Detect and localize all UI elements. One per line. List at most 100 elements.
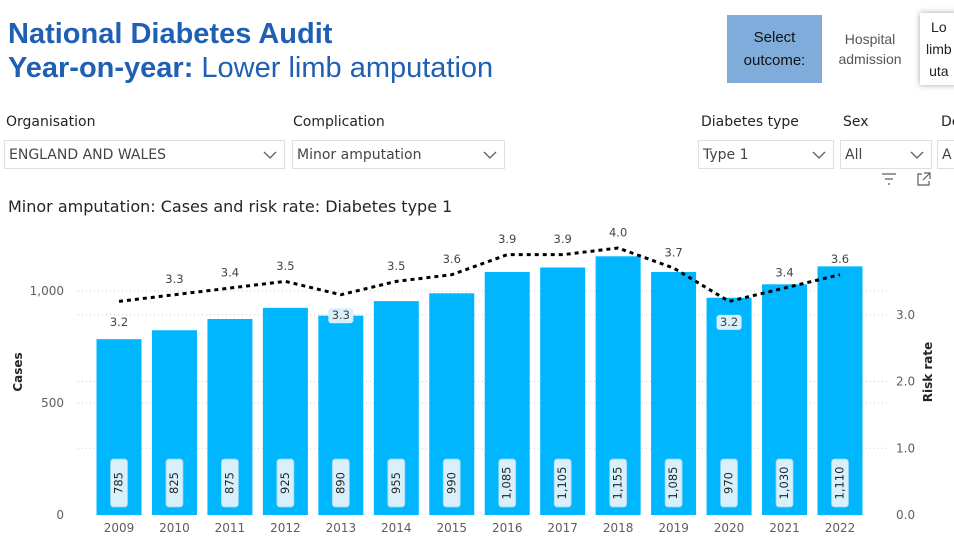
data-label: 1,110 bbox=[832, 467, 846, 500]
chevron-down-icon bbox=[910, 151, 924, 159]
outcome-hospital-admission-button[interactable]: Hospital admission bbox=[829, 15, 911, 83]
diabetes-type-label: Diabetes type bbox=[701, 114, 799, 130]
x-tick-label: 2013 bbox=[326, 521, 357, 535]
data-label-bg bbox=[775, 458, 794, 508]
y-tick-label: 500 bbox=[41, 396, 64, 410]
data-label: 785 bbox=[112, 472, 126, 494]
y-axis-title: Cases bbox=[11, 352, 25, 391]
x-tick-label: 2018 bbox=[603, 521, 634, 535]
x-tick-label: 2022 bbox=[825, 521, 856, 535]
complication-dropdown[interactable]: Minor amputation bbox=[292, 140, 505, 169]
data-label: 1,085 bbox=[666, 467, 680, 500]
subtitle-rest: Lower limb amputation bbox=[193, 52, 494, 84]
x-tick-label: 2014 bbox=[381, 521, 412, 535]
organisation-value: ENGLAND AND WALES bbox=[9, 146, 167, 163]
data-label-bg bbox=[720, 458, 738, 508]
data-label: 890 bbox=[333, 472, 347, 494]
data-label-bg bbox=[498, 458, 517, 508]
complication-label: Complication bbox=[293, 114, 385, 130]
organisation-dropdown[interactable]: ENGLAND AND WALES bbox=[4, 140, 285, 169]
subtitle-bold: Year-on-year: bbox=[8, 52, 194, 84]
hospital-line2: admission bbox=[838, 51, 902, 67]
rate-label: 3.4 bbox=[221, 266, 239, 280]
chevron-down-icon bbox=[263, 151, 277, 159]
y-tick-label: 0 bbox=[56, 508, 64, 522]
rate-label: 3.4 bbox=[775, 266, 793, 280]
data-label: 1,030 bbox=[777, 467, 791, 500]
y-tick-label: 1,000 bbox=[30, 284, 64, 298]
data-label: 955 bbox=[389, 472, 403, 494]
x-tick-label: 2011 bbox=[215, 521, 246, 535]
chart-title: Minor amputation: Cases and risk rate: D… bbox=[8, 197, 453, 216]
y2-tick-label: 3.0 bbox=[896, 308, 915, 322]
data-label: 925 bbox=[278, 472, 292, 494]
rate-label: 3.6 bbox=[831, 252, 849, 266]
page-subtitle: Year-on-year: Lower limb amputation bbox=[8, 52, 493, 85]
data-label: 1,085 bbox=[500, 467, 514, 500]
focus-mode-icon[interactable] bbox=[915, 171, 932, 188]
lower-line3: uta bbox=[929, 63, 949, 79]
rate-label-bg bbox=[328, 308, 354, 324]
data-label-bg bbox=[553, 458, 572, 508]
deprivation-label: De bbox=[941, 114, 954, 130]
deprivation-dropdown[interactable]: A bbox=[937, 140, 954, 169]
x-tick-label: 2015 bbox=[436, 521, 467, 535]
data-label: 875 bbox=[222, 472, 236, 494]
rate-label: 4.0 bbox=[609, 226, 627, 240]
data-label-bg bbox=[442, 458, 461, 508]
y2-tick-label: 2.0 bbox=[896, 375, 915, 389]
data-label: 825 bbox=[167, 472, 181, 494]
data-label-bg bbox=[387, 458, 406, 508]
y2-tick-label: 0.0 bbox=[896, 508, 915, 522]
lower-line1: Lo bbox=[931, 19, 947, 35]
deprivation-value: A bbox=[942, 146, 952, 163]
page-title: National Diabetes Audit bbox=[8, 18, 333, 50]
x-tick-label: 2012 bbox=[270, 521, 301, 535]
x-tick-label: 2016 bbox=[492, 521, 523, 535]
rate-label: 3.6 bbox=[443, 252, 461, 266]
rate-label: 3.3 bbox=[332, 308, 350, 322]
rate-label: 3.2 bbox=[110, 315, 128, 329]
data-label: 990 bbox=[444, 472, 458, 494]
select-outcome-line2: outcome: bbox=[743, 52, 806, 69]
chevron-down-icon bbox=[483, 151, 497, 159]
risk-rate-line bbox=[118, 246, 841, 304]
rate-label-bg bbox=[716, 314, 742, 330]
data-label: 1,105 bbox=[555, 467, 569, 500]
select-outcome-line1: Select bbox=[753, 29, 796, 46]
data-label: 1,155 bbox=[611, 467, 625, 500]
x-tick-label: 2009 bbox=[104, 521, 135, 535]
rate-label: 3.2 bbox=[720, 315, 738, 329]
outcome-lower-limb-amputation-button[interactable]: Lo limb uta bbox=[920, 13, 954, 85]
data-label-bg bbox=[664, 458, 683, 508]
lower-line2: limb bbox=[926, 41, 952, 57]
complication-value: Minor amputation bbox=[297, 146, 422, 163]
data-label-bg bbox=[221, 458, 239, 508]
hospital-line1: Hospital bbox=[844, 31, 896, 47]
chevron-down-icon bbox=[812, 151, 826, 159]
rate-label: 3.3 bbox=[165, 272, 183, 286]
diabetes-type-dropdown[interactable]: Type 1 bbox=[698, 140, 834, 169]
sex-value: All bbox=[845, 146, 863, 163]
data-label-bg bbox=[831, 458, 849, 508]
x-tick-label: 2010 bbox=[159, 521, 190, 535]
x-tick-label: 2017 bbox=[547, 521, 578, 535]
sex-dropdown[interactable]: All bbox=[840, 140, 932, 169]
x-tick-label: 2019 bbox=[658, 521, 689, 535]
data-label-bg bbox=[609, 458, 628, 508]
organisation-label: Organisation bbox=[6, 114, 96, 130]
data-label: 970 bbox=[722, 472, 736, 494]
rate-label: 3.9 bbox=[554, 232, 572, 246]
x-tick-label: 2020 bbox=[714, 521, 745, 535]
diabetes-type-value: Type 1 bbox=[703, 146, 749, 163]
data-label-bg bbox=[165, 458, 184, 508]
filter-icon[interactable] bbox=[880, 171, 898, 187]
data-label-bg bbox=[276, 458, 295, 508]
rate-label: 3.7 bbox=[664, 246, 682, 260]
rate-label: 3.5 bbox=[276, 259, 294, 273]
rate-label: 3.5 bbox=[387, 259, 405, 273]
x-tick-label: 2021 bbox=[769, 521, 800, 535]
data-label-bg bbox=[110, 458, 128, 508]
y2-tick-label: 1.0 bbox=[896, 441, 915, 455]
